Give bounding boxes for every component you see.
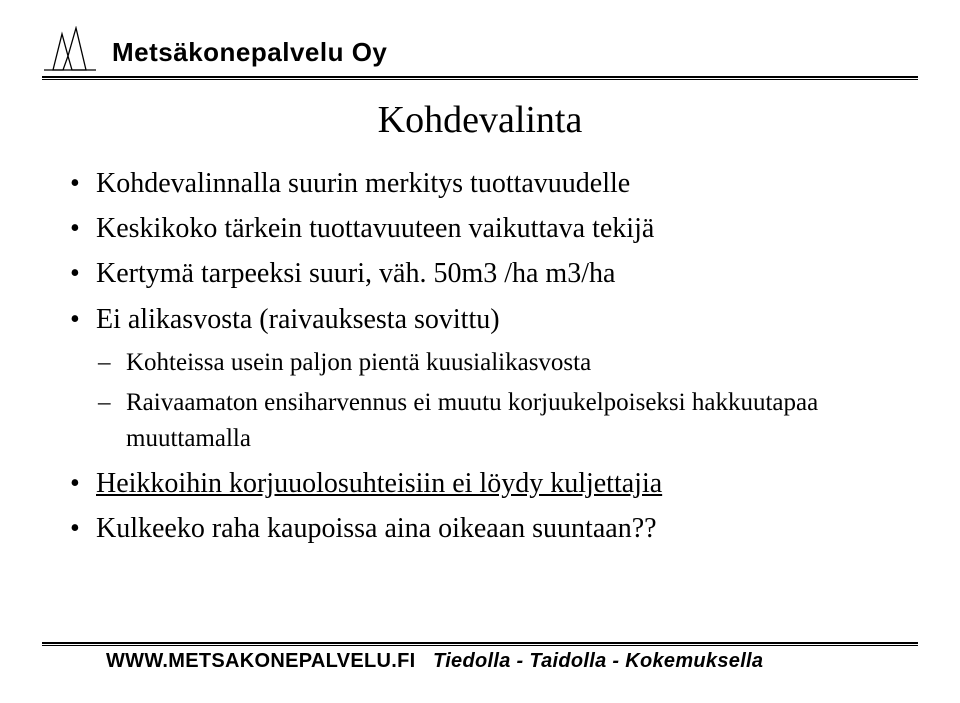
sub-bullet-item: Kohteissa usein paljon pientä kuusialika…: [96, 345, 898, 381]
bullet-item: Kohdevalinnalla suurin merkitys tuottavu…: [70, 164, 898, 203]
sub-bullet-list: Kohteissa usein paljon pientä kuusialika…: [96, 345, 898, 458]
bullet-text: Ei alikasvosta (raivauksesta sovittu): [96, 304, 500, 335]
sub-bullet-item: Raivaamaton ensiharvennus ei muutu korju…: [96, 385, 898, 458]
bullet-text: Heikkoihin korjuuolosuhteisiin ei löydy …: [96, 468, 662, 499]
slide-page: Metsäkonepalvelu Oy Kohdevalinta Kohdeva…: [0, 0, 960, 703]
sub-bullet-text: Raivaamaton ensiharvennus ei muutu korju…: [126, 389, 818, 452]
bullet-text: Keskikoko tärkein tuottavuuteen vaikutta…: [96, 213, 654, 244]
bullet-item: Ei alikasvosta (raivauksesta sovittu) Ko…: [70, 300, 898, 458]
slide-footer: WWW.METSAKONEPALVELU.FI Tiedolla - Taido…: [42, 642, 918, 673]
footer-slogan: Tiedolla - Taidolla - Kokemuksella: [433, 650, 763, 672]
bullet-item: Heikkoihin korjuuolosuhteisiin ei löydy …: [70, 464, 898, 503]
slide-title: Kohdevalinta: [42, 98, 918, 142]
footer-url: WWW.METSAKONEPALVELU.FI: [106, 650, 415, 672]
footer-line: WWW.METSAKONEPALVELU.FI Tiedolla - Taido…: [42, 650, 918, 673]
footer-divider: [42, 642, 918, 646]
bullet-item: Kulkeeko raha kaupoissa aina oikeaan suu…: [70, 509, 898, 548]
company-name: Metsäkonepalvelu Oy: [112, 37, 387, 72]
header-divider: [42, 76, 918, 80]
bullet-text: Kertymä tarpeeksi suuri, väh. 50m3 /ha m…: [96, 258, 615, 289]
bullet-item: Kertymä tarpeeksi suuri, väh. 50m3 /ha m…: [70, 254, 898, 293]
slide-content: Kohdevalinnalla suurin merkitys tuottavu…: [42, 164, 918, 548]
company-logo-icon: [42, 26, 98, 72]
bullet-text: Kulkeeko raha kaupoissa aina oikeaan suu…: [96, 513, 657, 544]
sub-bullet-text: Kohteissa usein paljon pientä kuusialika…: [126, 349, 591, 376]
bullet-item: Keskikoko tärkein tuottavuuteen vaikutta…: [70, 209, 898, 248]
bullet-text: Kohdevalinnalla suurin merkitys tuottavu…: [96, 168, 630, 199]
bullet-list: Kohdevalinnalla suurin merkitys tuottavu…: [70, 164, 898, 548]
slide-header: Metsäkonepalvelu Oy: [42, 26, 918, 74]
